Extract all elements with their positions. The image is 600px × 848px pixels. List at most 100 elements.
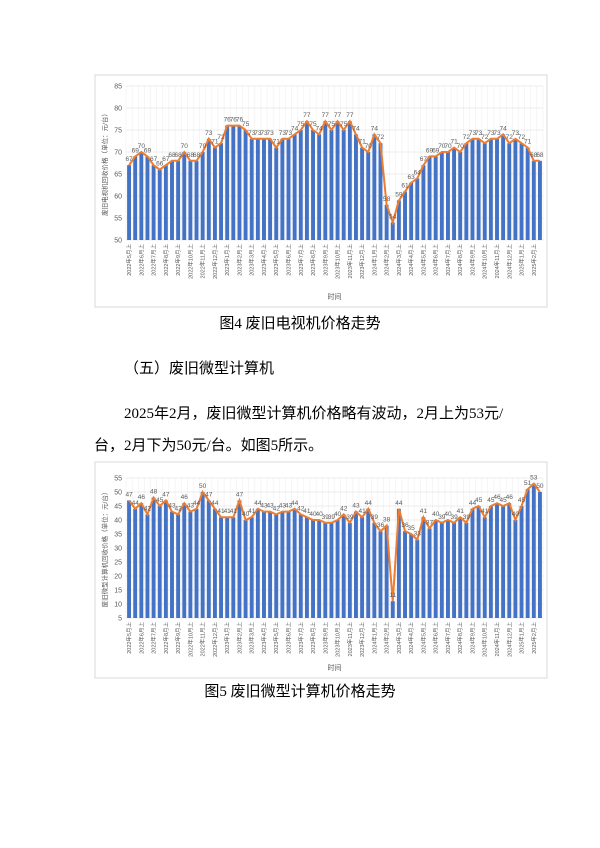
data-label: 41 — [420, 508, 428, 515]
data-label: 47 — [205, 491, 213, 498]
data-label: 41 — [358, 508, 366, 515]
bar — [452, 147, 457, 240]
bar — [360, 517, 365, 618]
data-label: 40 — [512, 511, 520, 518]
bar — [488, 138, 493, 240]
data-label: 74 — [316, 125, 324, 132]
data-label: 63 — [408, 174, 416, 181]
data-label: 45 — [487, 497, 495, 504]
bar — [237, 500, 242, 618]
x-tick-label: 2024年3月上 — [395, 244, 403, 276]
x-tick-label: 2025年2月上 — [530, 622, 538, 654]
x-tick-label: 2022年11月上 — [199, 244, 207, 279]
bar — [194, 508, 199, 618]
data-label: 67 — [150, 156, 158, 163]
x-tick-label: 2023年8月上 — [309, 622, 317, 654]
bar — [354, 134, 358, 240]
bar — [157, 506, 162, 618]
bar — [427, 528, 432, 618]
data-label: 39 — [328, 514, 336, 521]
x-tick-label: 2024年1月上 — [370, 244, 378, 276]
bar — [335, 520, 340, 618]
data-label: 69 — [144, 147, 152, 154]
data-label: 67 — [162, 156, 170, 163]
data-label: 69 — [426, 147, 434, 154]
x-tick-label: 2023年6月上 — [285, 244, 293, 276]
bar — [323, 522, 328, 618]
data-label: 70 — [138, 143, 146, 150]
data-label: 75 — [340, 121, 348, 128]
x-tick-label: 2022年12月上 — [211, 622, 219, 657]
data-label: 76 — [224, 117, 232, 124]
bar — [403, 531, 407, 618]
bar — [311, 130, 315, 240]
x-tick-label: 2024年2月上 — [383, 622, 391, 654]
x-tick-label: 2023年8月上 — [309, 244, 317, 276]
bar — [304, 121, 309, 240]
y-axis-label: 废旧微型计算机回收价格（单位：元/台） — [100, 489, 109, 608]
data-label: 70 — [457, 143, 465, 150]
x-tick-label: 2023年12月上 — [358, 622, 366, 657]
data-label: 66 — [156, 161, 164, 168]
data-label: 41 — [303, 508, 311, 515]
data-label: 68 — [187, 152, 195, 159]
x-tick-label: 2024年3月上 — [395, 622, 403, 654]
bar — [421, 165, 426, 240]
x-tick-label: 2022年9月上 — [174, 244, 182, 276]
x-tick-label: 2023年4月上 — [260, 244, 268, 276]
bar — [188, 160, 193, 240]
bar — [482, 143, 487, 240]
x-tick-label: 2022年7月上 — [150, 622, 158, 654]
bar — [329, 130, 334, 240]
data-label: 74 — [291, 125, 299, 132]
bar — [262, 511, 266, 618]
x-tick-label: 2023年10月上 — [334, 244, 342, 279]
data-label: 41 — [230, 508, 238, 515]
data-label: 43 — [285, 503, 293, 510]
bar — [427, 156, 432, 240]
bar — [280, 511, 285, 618]
data-label: 73 — [493, 130, 501, 137]
bar — [304, 517, 309, 618]
bar — [317, 520, 322, 618]
bar — [286, 511, 291, 618]
x-tick-label: 2023年1月上 — [223, 244, 231, 276]
data-label: 46 — [181, 494, 189, 501]
data-label: 72 — [463, 134, 471, 141]
data-label: 41 — [481, 508, 489, 515]
data-label: 38 — [383, 517, 391, 524]
bar — [378, 143, 383, 240]
data-label: 68 — [530, 152, 538, 159]
bar — [513, 138, 518, 240]
data-label: 50 — [199, 483, 207, 490]
data-label: 39 — [463, 514, 471, 521]
data-label: 42 — [175, 505, 183, 512]
bar — [378, 531, 383, 618]
figure-caption: 图4 废旧电视机价格走势 — [219, 315, 380, 332]
data-label: 44 — [395, 500, 403, 507]
data-label: 39 — [371, 514, 379, 521]
bar — [476, 506, 481, 618]
bar — [470, 138, 475, 240]
y-tick-label: 65 — [114, 172, 122, 179]
data-label: 72 — [217, 134, 225, 141]
bar — [403, 191, 407, 240]
bar — [200, 152, 205, 240]
data-label: 43 — [279, 503, 287, 510]
bar — [329, 522, 334, 618]
bar — [396, 200, 401, 240]
bar — [311, 520, 315, 618]
data-label: 69 — [432, 147, 440, 154]
bar — [133, 156, 138, 240]
bar — [145, 156, 150, 240]
x-tick-label: 2023年10月上 — [334, 622, 342, 657]
x-tick-label: 2023年5月上 — [272, 622, 280, 654]
data-label: 61 — [401, 183, 409, 190]
bar — [206, 138, 211, 240]
data-label: 40 — [309, 511, 317, 518]
data-label: 70 — [438, 143, 446, 150]
bar — [151, 165, 156, 240]
bar — [390, 222, 395, 240]
data-label: 44 — [365, 500, 373, 507]
bar — [139, 503, 144, 618]
